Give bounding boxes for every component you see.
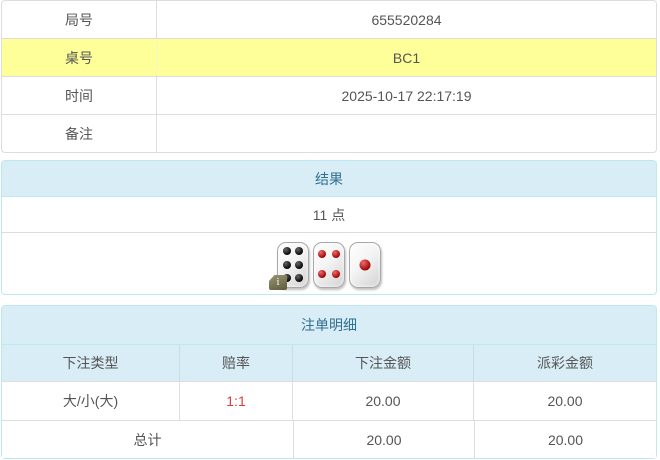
die-pip [295, 274, 303, 283]
dice-row: i [2, 233, 656, 294]
bet-row: 大/小(大) 1:1 20.00 20.00 [2, 381, 656, 420]
total-row: 总计 20.00 20.00 [2, 420, 656, 458]
col-header-bet-type: 下注类型 [2, 345, 180, 381]
total-bet-amount-cell: 20.00 [294, 421, 475, 458]
remark-row: 备注 [2, 115, 656, 152]
info-tooltip-icon[interactable]: i [269, 275, 287, 290]
bet-type-cell: 大/小(大) [2, 382, 180, 420]
die-1-icon [349, 241, 381, 288]
round-number-value: 655520284 [371, 11, 442, 28]
die-pip [295, 246, 303, 255]
die-pip [283, 274, 291, 283]
die-pip [283, 246, 291, 255]
round-number-row: 局号 655520284 [2, 1, 656, 39]
payout-cell: 20.00 [547, 393, 583, 409]
bet-table-header-row: 下注类型 赔率 下注金额 派彩金额 [2, 345, 656, 381]
time-row: 时间 2025-10-17 22:17:19 [2, 77, 656, 115]
time-label: 时间 [2, 77, 157, 114]
die-4-icon [313, 241, 345, 288]
dice-container [275, 241, 383, 288]
col-header-bet-amount: 下注金额 [293, 345, 474, 381]
remark-value [157, 115, 656, 152]
result-points: 11 点 [2, 197, 656, 233]
die-pip [295, 260, 303, 269]
die-pip [331, 269, 340, 278]
round-number-label: 局号 [2, 1, 157, 38]
col-header-odds: 赔率 [180, 345, 293, 381]
table-number-value: BC1 [392, 49, 421, 66]
total-payout-cell: 20.00 [547, 431, 584, 448]
time-value: 2025-10-17 22:17:19 [341, 87, 472, 104]
die-pip [331, 250, 340, 259]
col-header-payout: 派彩金额 [537, 355, 593, 371]
table-number-row: 桌号 BC1 [2, 39, 656, 77]
bet-details-title: 注单明细 [2, 306, 656, 345]
result-panel: 结果 11 点 i [1, 160, 657, 295]
round-info-table: 局号 655520284 桌号 BC1 时间 2025-10-17 22:17:… [1, 0, 657, 153]
odds-cell: 1:1 [180, 382, 293, 420]
bet-details-panel: 注单明细 下注类型 赔率 下注金额 派彩金额 大/小(大) 1:1 20.00 … [1, 305, 657, 459]
bet-amount-cell: 20.00 [293, 382, 474, 420]
remark-label: 备注 [2, 115, 157, 152]
total-label-cell: 总计 [2, 421, 294, 458]
result-panel-title: 结果 [2, 161, 656, 197]
die-pip [318, 269, 327, 278]
table-number-label: 桌号 [2, 39, 157, 76]
die-pip [318, 250, 327, 259]
die-pip [283, 260, 291, 269]
die-pip [359, 259, 371, 270]
